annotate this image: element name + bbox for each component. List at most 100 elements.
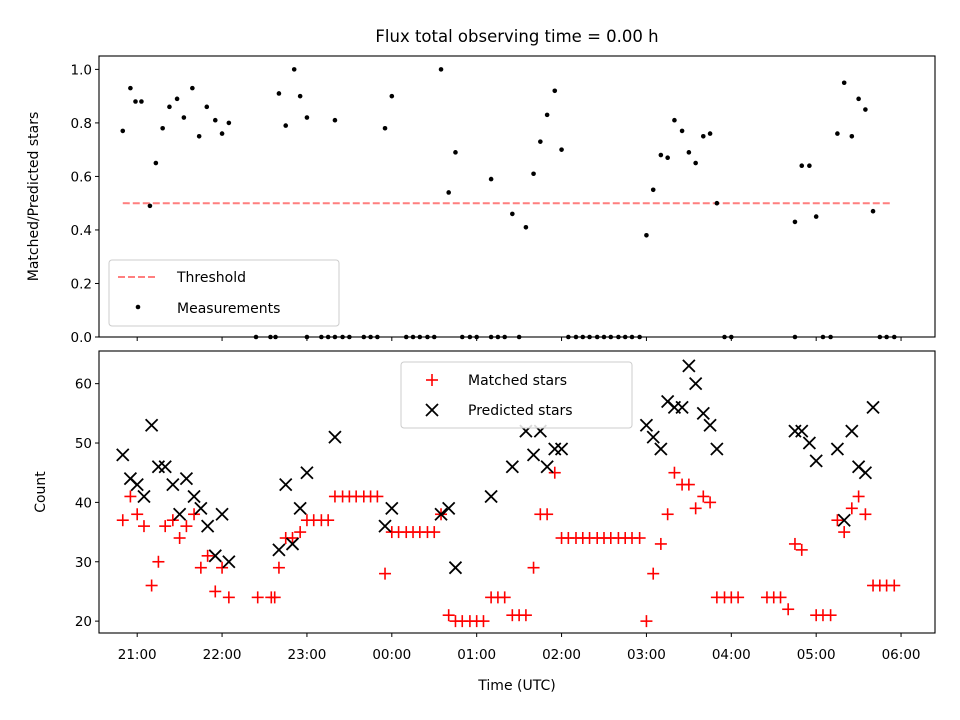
- matched-star-point: [519, 609, 532, 622]
- matched-star-point: [704, 496, 717, 509]
- matched-star-point: [633, 532, 646, 545]
- top-y-tick-label: 0.2: [71, 276, 92, 292]
- top-y-tick-label: 0.4: [71, 223, 92, 239]
- measurement-point: [167, 104, 172, 110]
- bottom-x-tick-label: 06:00: [882, 647, 921, 663]
- measurement-point: [153, 160, 159, 166]
- bottom-y-tick-label: 30: [75, 555, 92, 571]
- matched-star-point: [782, 603, 795, 616]
- predicted-star-point: [654, 442, 668, 456]
- matched-star-point: [251, 591, 264, 604]
- matched-star-point: [201, 549, 214, 562]
- measurement-point: [382, 125, 388, 131]
- matched-star-point: [371, 490, 384, 503]
- predicted-star-point: [172, 507, 187, 521]
- matched-star-point: [322, 514, 335, 527]
- bottom-x-tick-label: 03:00: [627, 647, 666, 663]
- predicted-star-point: [158, 460, 172, 474]
- predicted-star-mark-b: [293, 501, 307, 515]
- bottom-x-axis: 21:00 22:00 23:00 00:00 01:00 02:00 03:00 04:00…: [118, 633, 921, 663]
- measurement-point: [212, 117, 218, 123]
- predicted-star-mark-b: [166, 477, 180, 492]
- predicted-star-mark-b: [172, 507, 187, 521]
- measurement-point: [686, 150, 692, 155]
- predicted-star-mark-b: [442, 501, 456, 515]
- top-legend: Threshold Measurements: [108, 259, 340, 327]
- predicted-star-point: [710, 442, 724, 456]
- matched-stars-legend-label: Matched stars: [468, 373, 567, 389]
- predicted-star-mark-b: [187, 489, 201, 504]
- measurement-point: [538, 139, 543, 144]
- matched-star-point: [222, 591, 235, 604]
- matched-star-point: [682, 478, 695, 491]
- matched-star-point: [159, 520, 172, 533]
- predicted-star-mark-b: [208, 549, 222, 563]
- predicted-star-mark-b: [866, 400, 880, 415]
- measurement-point: [226, 120, 232, 126]
- bottom-y-tick-label: 60: [75, 377, 92, 393]
- measurement-point: [291, 67, 297, 72]
- matched-star-point: [286, 532, 299, 545]
- measurement-point: [488, 176, 494, 182]
- top-y-axis: 0.0 0.2 0.4 0.6 0.8 1.0: [71, 62, 99, 346]
- bottom-y-tick-label: 20: [75, 614, 92, 630]
- predicted-star-mark-b: [215, 507, 229, 521]
- matched-star-point: [379, 567, 392, 580]
- threshold-legend-label: Threshold: [176, 270, 246, 286]
- predicted-star-point: [689, 377, 703, 391]
- measurements-legend-swatch: [135, 304, 141, 310]
- matched-star-point: [668, 466, 681, 479]
- bottom-axes-frame: [98, 350, 936, 634]
- matched-star-point: [838, 526, 851, 539]
- matched-star-point: [541, 508, 554, 521]
- matched-star-point: [824, 609, 837, 622]
- measurement-point: [693, 160, 698, 166]
- bottom-x-tick-label: 01:00: [457, 647, 496, 663]
- measurement-point: [510, 211, 515, 217]
- bottom-x-tick-label: 22:00: [203, 647, 242, 663]
- matched-star-point: [272, 561, 285, 574]
- measurement-point: [552, 88, 558, 94]
- matched-star-point: [689, 502, 702, 515]
- predicted-star-mark-b: [137, 489, 151, 504]
- measurement-point: [133, 99, 138, 104]
- matched-star-point: [697, 490, 710, 503]
- predicted-star-mark-b: [130, 477, 144, 492]
- top-y-tick-label: 1.0: [71, 62, 92, 78]
- predicted-star-mark-b: [158, 460, 172, 474]
- predicted-star-mark-b: [675, 400, 689, 415]
- measurement-point: [446, 190, 451, 195]
- matched-star-point: [888, 579, 901, 592]
- predicted-star-point: [385, 501, 399, 515]
- predicted-star-mark-b: [526, 448, 541, 462]
- predicted-star-point: [300, 466, 314, 480]
- measurement-point: [160, 125, 165, 131]
- matched-star-point: [442, 609, 455, 622]
- predicted-star-mark-b: [710, 442, 724, 456]
- measurement-point: [870, 208, 876, 214]
- predicted-star-point: [279, 477, 293, 492]
- top-y-axis-label: Matched/Predicted stars: [26, 112, 42, 282]
- measurement-point: [856, 96, 861, 102]
- matched-star-point: [180, 520, 193, 533]
- predicted-stars-legend-swatch: [425, 403, 439, 417]
- predicted-star-mark-b: [222, 555, 236, 569]
- matched-star-point: [166, 514, 179, 527]
- matched-star-point: [145, 579, 158, 592]
- predicted-star-mark-b: [484, 489, 498, 504]
- matched-star-point: [268, 591, 281, 604]
- predicted-star-point: [208, 549, 222, 563]
- measurement-point: [283, 123, 289, 128]
- measurement-point: [679, 128, 685, 134]
- predicted-star-point: [194, 501, 208, 515]
- predicted-star-mark-b: [328, 430, 342, 444]
- bottom-plot-area: [116, 359, 901, 628]
- predicted-star-point: [703, 418, 717, 432]
- predicted-star-point: [378, 519, 392, 533]
- matched-star-point: [137, 520, 150, 533]
- predicted-star-point: [179, 472, 194, 486]
- predicted-star-point: [696, 406, 710, 420]
- measurement-point: [544, 112, 550, 118]
- predicted-star-mark-b: [116, 448, 130, 462]
